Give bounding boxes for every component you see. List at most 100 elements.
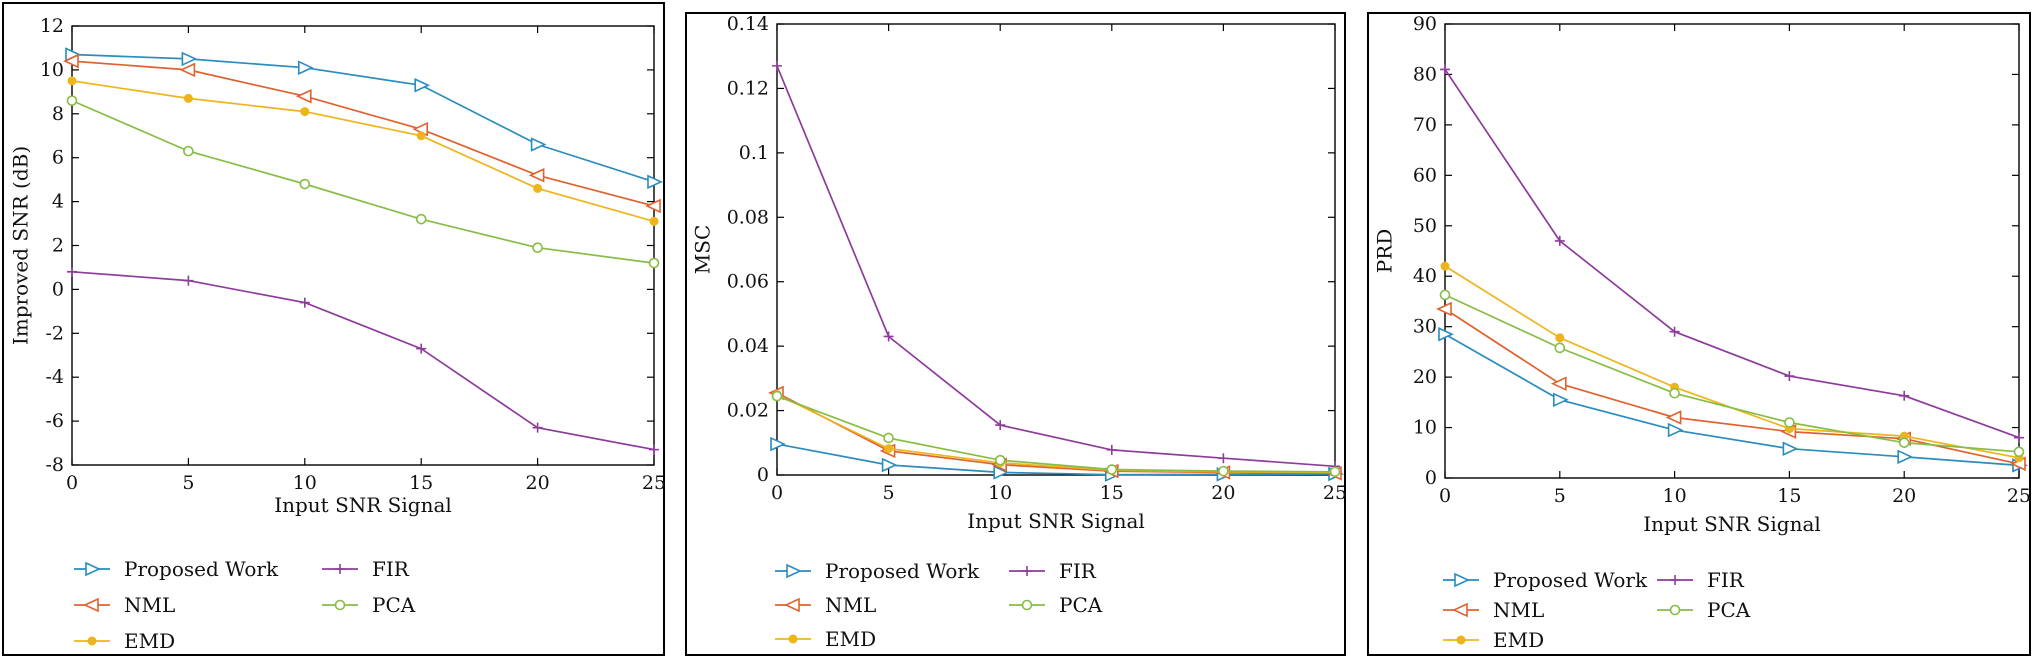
data-point-fir [883,331,894,342]
series-pca [771,390,1341,478]
legend-label: Proposed Work [1493,568,1648,592]
y-axis-label: PRD [1373,229,1397,274]
data-point-nml [295,88,312,104]
data-point-emd [533,183,543,193]
legend-label: EMD [1493,628,1544,652]
y-tick-label: 4 [52,191,64,213]
data-point-fir [772,60,782,71]
legend-label: PCA [372,593,416,617]
legend-marker-nml [83,597,99,613]
legend-marker-nml [1452,602,1468,618]
series-fir [1440,64,2024,443]
chart-2-svg: 0 0.02 0.04 0.06 0.08 0.1 0.12 0.14 0 5 10 15 20 25 In… [691,13,1348,651]
legend-marker-nml [784,597,800,613]
data-point-fir [183,275,194,286]
data-point-fir [1899,390,1910,401]
data-point-emd [300,107,310,117]
legend-label: FIR [1707,568,1745,592]
y-tick-label: -8 [45,454,64,476]
data-point-pca [883,432,894,444]
data-point-fir [532,422,543,433]
data-point-proposed-work [181,51,198,67]
data-point-pca [1554,342,1566,354]
legend-item-nml: NML [74,593,175,617]
legend-item-proposed-work: Proposed Work [74,557,279,581]
series-pca [1439,289,2025,458]
plot-frame [1444,23,2020,479]
data-point-nml [179,62,196,78]
series-line-proposed-work [776,443,1336,476]
y-tick-label: 20 [1413,366,1437,388]
plot-frame [71,25,655,466]
plot-frame [776,23,1336,476]
legend-label: FIR [372,557,410,581]
legend-marker-pca [334,599,346,611]
data-point-pca [1218,465,1229,477]
x-axis-label: Input SNR Signal [274,493,452,517]
data-point-pca [1784,417,1795,428]
x-tick-label: 5 [1554,485,1566,507]
series-line-fir [776,65,1336,468]
series-line-nml [71,60,655,207]
y-tick-label: 0.04 [727,335,769,357]
legend-marker-pca [1669,604,1681,616]
series-proposed-work [1438,326,2028,473]
data-point-nml [1436,301,1452,317]
legend-label: EMD [124,629,175,653]
y-tick-label: 60 [1413,164,1437,186]
legend-marker-emd [1456,635,1466,645]
y-tick-label: 0.12 [727,77,769,99]
chart-3-svg: 0 10 20 30 40 50 60 70 80 90 0 5 10 15 20 25 Input SNR S… [1373,13,2032,652]
series-line-nml [1444,308,2020,465]
x-tick-label: 10 [988,482,1012,504]
data-point-fir [1440,64,1450,75]
y-tick-label: 2 [52,235,64,257]
y-tick-label: 80 [1413,63,1437,85]
legend-item-nml: NML [1443,598,1544,622]
data-point-pca [532,242,543,253]
data-point-proposed-work [881,457,898,473]
legend-item-proposed-work: Proposed Work [1443,568,1648,592]
series-line-fir [71,270,655,451]
y-tick-label: 90 [1413,13,1437,35]
y-tick-label: 70 [1413,114,1437,136]
data-point-proposed-work [297,60,314,75]
data-point-nml [1665,410,1682,425]
legend-marker-fir [335,564,345,574]
legend-label: PCA [1059,593,1103,617]
y-tick-label: 12 [40,15,64,37]
legend-marker-proposed-work [786,563,802,579]
legend-label: Proposed Work [825,559,980,583]
series-pca [66,95,660,269]
x-tick-label: 0 [1439,485,1451,507]
chart-1-svg: -8 -6 -4 -2 0 2 4 6 8 10 12 0 5 10 15 20 25 Input SNR Sig… [9,15,667,653]
x-axis-label: Input SNR Signal [1643,512,1821,536]
data-point-proposed-work [530,137,547,152]
x-tick-label: 20 [526,472,550,494]
series-emd [1440,261,2024,463]
legend-item-proposed-work: Proposed Work [775,559,980,583]
y-tick-label: 0 [1425,467,1437,489]
legend-item-nml: NML [775,593,876,617]
legend-marker-proposed-work [85,561,101,577]
y-tick-label: 0.08 [727,206,769,228]
x-tick-label: 5 [182,472,194,494]
legend-marker-emd [788,634,798,644]
legend-item-emd: EMD [74,629,175,653]
series-line-proposed-work [71,53,655,183]
data-point-pca [1329,466,1341,478]
data-point-fir [1784,371,1795,382]
x-tick-label: 5 [883,482,895,504]
y-tick-label: 0.02 [727,400,769,422]
x-tick-label: 20 [1892,485,1916,507]
series-line-pca [776,395,1336,473]
legend: Proposed Work FIR NML PCA EMD [74,557,416,653]
data-point-proposed-work [993,465,1010,480]
y-tick-label: 0 [52,278,64,300]
legend-item-emd: EMD [775,627,876,651]
x-tick-label: 20 [1211,482,1235,504]
data-point-fir [67,266,77,277]
y-tick-label: 30 [1413,316,1437,338]
y-tick-label: 0.1 [739,142,769,164]
x-tick-label: 25 [1323,482,1347,504]
